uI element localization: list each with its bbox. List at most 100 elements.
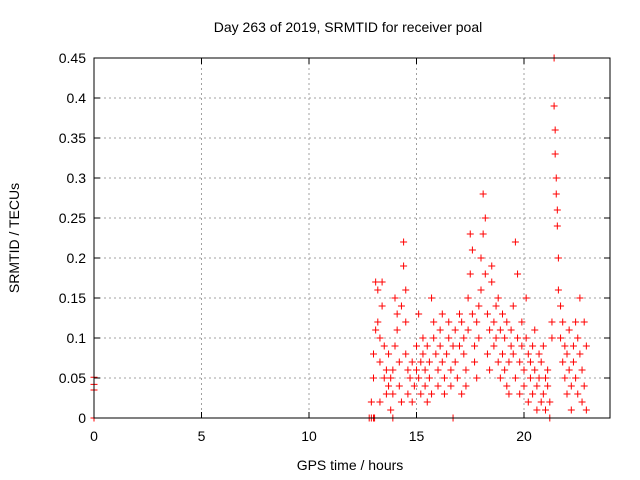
data-point [539,342,547,350]
data-point [451,326,459,334]
data-point [499,350,506,358]
data-point [578,366,586,374]
axis-ticks: 0 0.05 0.1 0.15 0.2 0.25 0.3 0.35 0.4 0.45 0 5 10 15 2… [59,50,610,444]
data-point [436,342,444,350]
data-point [535,374,543,382]
data-point [378,278,386,286]
data-point [453,374,461,382]
data-point [494,358,502,366]
data-point [576,294,584,302]
data-point [544,382,552,390]
data-point [559,318,567,326]
data-point [468,246,476,254]
data-point [417,390,425,398]
data-point [490,342,498,350]
data-point [550,102,558,110]
data-point [582,406,590,414]
chart-title: Day 263 of 2019, SRMTID for receiver poa… [214,19,482,35]
data-point [559,358,567,366]
data-point [445,318,453,326]
data-point [479,230,487,238]
data-point [520,382,528,390]
data-point [524,350,532,358]
data-point [565,326,573,334]
x-tick-label: 10 [301,428,317,444]
data-point [531,366,539,374]
data-point [374,318,382,326]
data-point [428,294,436,302]
data-point [501,334,509,342]
data-point [462,382,470,390]
data-point [496,374,504,382]
y-axis-label: SRMTID / TECUs [6,183,22,293]
data-point [514,334,522,342]
data-point [507,342,515,350]
data-point [514,270,522,278]
data-point [428,390,436,398]
data-point [464,294,472,302]
grid-lines [94,58,610,418]
data-point [518,318,526,326]
data-point [404,390,412,398]
data-point [415,310,423,318]
data-point [447,366,455,374]
data-point [580,382,588,390]
data-point [488,278,496,286]
data-point [488,262,496,270]
y-tick-label: 0.1 [67,330,87,346]
data-point [385,350,393,358]
data-point [443,350,451,358]
data-point [376,398,384,406]
data-point [410,382,418,390]
data-point [486,326,494,334]
data-point [471,342,479,350]
data-point [548,318,556,326]
x-tick-label: 5 [198,428,206,444]
y-tick-label: 0.4 [67,90,87,106]
data-point [370,374,377,382]
data-point [505,390,513,398]
data-point [481,270,489,278]
data-point [537,398,545,406]
data-point [385,382,393,390]
data-point [391,342,399,350]
data-point [471,358,479,366]
data-point [477,286,485,294]
data-point [567,382,575,390]
data-point [397,302,405,310]
data-point [526,358,534,366]
data-point [372,326,380,334]
data-point [503,318,511,326]
data-point [473,318,481,326]
data-point [554,286,562,294]
data-point [430,318,438,326]
data-point [458,318,466,326]
data-point [440,374,448,382]
y-tick-label: 0 [78,410,86,426]
data-point [578,398,586,406]
y-tick-label: 0.45 [59,50,86,66]
data-point [529,342,537,350]
data-point [576,350,584,358]
x-axis-label: GPS time / hours [297,457,404,473]
plot-border [93,57,611,419]
data-point [563,390,571,398]
data-point [423,398,431,406]
y-tick-label: 0.3 [67,170,87,186]
data-point [417,358,425,366]
data-point [395,382,403,390]
data-point [473,374,481,382]
data-point [389,390,397,398]
y-tick-label: 0.25 [59,210,86,226]
data-point [522,334,530,342]
data-point [387,406,395,414]
data-point [557,334,565,342]
data-point [430,334,438,342]
data-point [370,350,377,358]
data-point [400,262,408,270]
data-point [475,302,483,310]
data-point [563,350,571,358]
data-point [505,358,513,366]
data-point [539,390,547,398]
data-point [483,350,491,358]
